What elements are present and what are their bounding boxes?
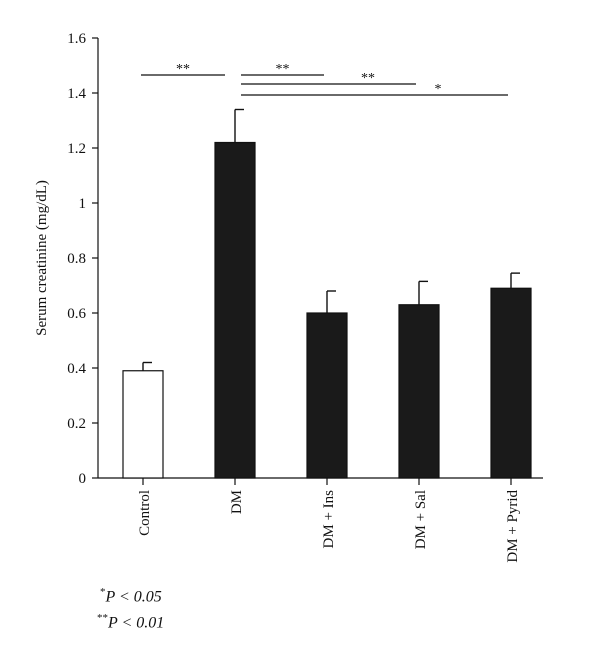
y-tick-label: 0.4 bbox=[67, 361, 86, 377]
x-tick-label: DM + Pyrid bbox=[505, 490, 521, 563]
x-tick-label: DM + Ins bbox=[321, 490, 337, 549]
y-tick-label: 1.4 bbox=[67, 86, 86, 102]
y-axis-title: Serum creatinine (mg/dL) bbox=[34, 180, 50, 336]
significance-label: ** bbox=[276, 62, 290, 77]
footnote-p001-text: P < 0.01 bbox=[108, 614, 165, 632]
y-tick-label: 0.2 bbox=[67, 416, 86, 432]
x-tick-label: DM bbox=[229, 490, 245, 514]
significance-label: * bbox=[435, 82, 442, 97]
footnote-p005-text: P < 0.05 bbox=[105, 588, 162, 606]
x-tick-label: Control bbox=[137, 490, 153, 536]
x-tick-label: DM + Sal bbox=[413, 490, 429, 549]
y-tick-label: 1.6 bbox=[67, 31, 86, 47]
significance-label: ** bbox=[361, 71, 375, 86]
y-tick-label: 1 bbox=[79, 196, 87, 212]
bar-dm-ins bbox=[306, 312, 348, 479]
axis-labels: Control DM DM + Ins DM + Sal DM + Pyrid Serum… bbox=[34, 180, 521, 563]
bar-dm-pyrid bbox=[490, 287, 532, 479]
y-tick-label: 1.2 bbox=[67, 141, 86, 157]
y-tick-label: 0.8 bbox=[67, 251, 86, 267]
y-tick-label: 0 bbox=[79, 471, 87, 487]
bar-control bbox=[122, 370, 164, 479]
significance-brackets: ** ***** bbox=[141, 62, 508, 97]
y-tick-label: 0.6 bbox=[67, 306, 86, 322]
axes: 0 0.2 0.4 0.6 0.8 1 1.2 1.4 1.6 bbox=[67, 31, 543, 487]
footnote-p001-mark: ** bbox=[97, 612, 108, 624]
bar-dm bbox=[214, 141, 256, 479]
significance-label: ** bbox=[176, 62, 190, 77]
footnote-p005: *P < 0.05 bbox=[100, 586, 162, 606]
footnote-p001: **P < 0.01 bbox=[97, 612, 164, 632]
footnote-p005-mark: * bbox=[100, 586, 106, 598]
bar-dm-sal bbox=[398, 304, 440, 479]
bars bbox=[122, 108, 532, 479]
